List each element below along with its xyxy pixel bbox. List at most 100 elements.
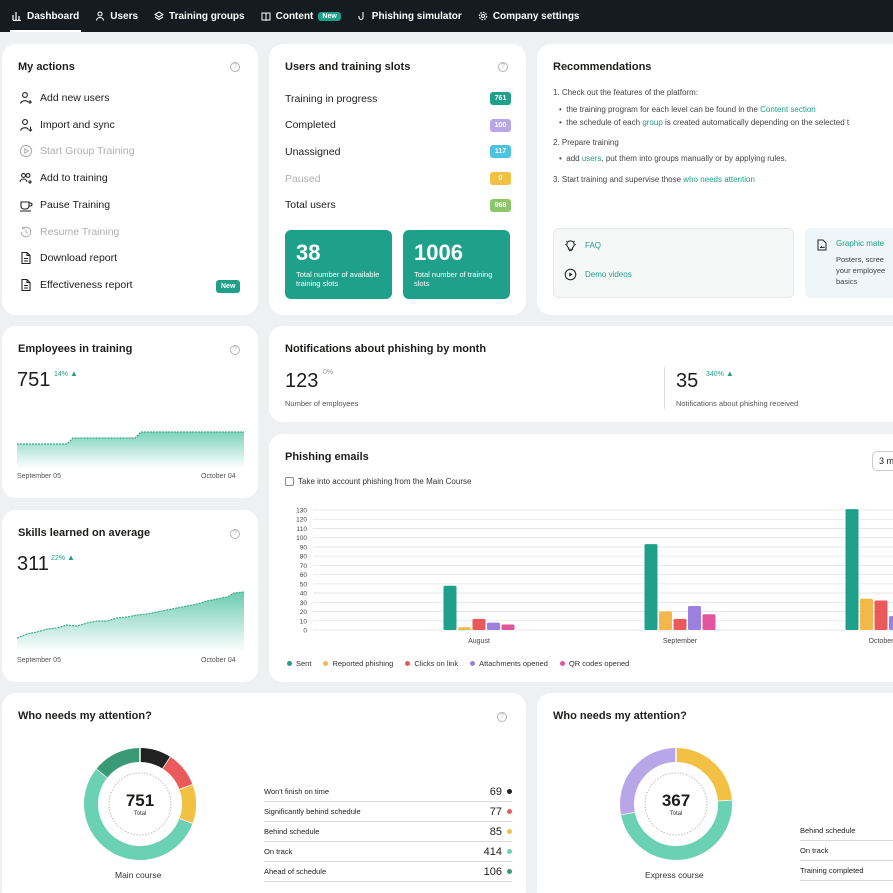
bar-clicks-on-link-september[interactable] — [673, 618, 687, 630]
demo-videos-link[interactable]: Demo videos — [564, 268, 632, 281]
bar-clicks-on-link-august[interactable] — [472, 618, 486, 630]
slots-title: Users and training slots — [285, 61, 411, 73]
main-course-segment[interactable] — [179, 784, 196, 824]
main-course-segment[interactable] — [162, 757, 193, 790]
nav-item-dashboard[interactable]: Dashboard — [4, 0, 87, 32]
bar-sent-october[interactable] — [845, 509, 859, 630]
add-user-icon — [19, 91, 33, 105]
employees-sparkline — [17, 431, 244, 468]
graphic-materials-panel[interactable]: Graphic mate Posters, scree your employe… — [805, 228, 893, 298]
action-add-to-training[interactable]: Add to training — [19, 171, 108, 185]
segment-separator — [162, 756, 172, 770]
graphic-materials-title: Graphic mate — [836, 239, 885, 248]
express-course-segment[interactable] — [620, 748, 677, 815]
rec-step-3: 3. Start training and supervise those wh… — [553, 175, 755, 184]
segment-separator — [179, 784, 193, 791]
bar-sent-august[interactable] — [443, 585, 457, 630]
main-course-total-label: Total — [133, 811, 147, 817]
users-link[interactable]: users — [581, 154, 602, 163]
period-select[interactable]: 3 m — [872, 451, 893, 471]
attention-row[interactable]: Won't finish on time 69 — [264, 782, 512, 802]
attention-row-label: On track — [800, 846, 829, 855]
action-add-new-users[interactable]: Add new users — [19, 91, 109, 105]
bar-reported-phishing-august[interactable] — [458, 627, 471, 630]
who-needs-attention-link[interactable]: who needs attention — [683, 175, 755, 184]
express-course-segment[interactable] — [620, 800, 732, 860]
attention-row-label: On track — [264, 847, 293, 856]
attention-row[interactable]: Behind schedule — [800, 821, 893, 841]
content-section-link[interactable]: Content section — [760, 105, 816, 114]
main-course-segment[interactable] — [96, 748, 141, 778]
help-icon[interactable]: ? — [230, 345, 240, 355]
slot-label: Training in progress — [285, 92, 378, 105]
play-circle-icon — [564, 268, 577, 281]
slot-row-unassigned: Unassigned 117 — [285, 145, 511, 159]
play-icon — [19, 144, 33, 158]
y-tick-label: 100 — [296, 535, 307, 542]
action-label: Import and sync — [40, 118, 115, 131]
main-course-checkbox[interactable] — [285, 477, 294, 486]
attention-row[interactable]: Behind schedule 85 — [264, 822, 512, 842]
nav-item-company-settings[interactable]: Company settings — [470, 0, 588, 32]
bar-qr-codes-opened-august[interactable] — [501, 624, 515, 630]
nav-item-content[interactable]: Content New — [253, 0, 349, 32]
attention-row[interactable]: Ahead of schedule 106 — [264, 862, 512, 882]
bar-attachments-opened-august[interactable] — [487, 622, 500, 630]
legend-item[interactable]: Sent — [287, 659, 311, 668]
legend-dot — [405, 661, 411, 666]
bar-sent-september[interactable] — [644, 544, 658, 630]
action-effectiveness-report[interactable]: Effectiveness report — [19, 278, 133, 292]
slot-label: Unassigned — [285, 145, 341, 158]
y-tick-label: 130 — [296, 508, 307, 515]
main-course-segment[interactable] — [139, 748, 171, 770]
action-pause-training[interactable]: Pause Training — [19, 198, 110, 212]
attention-row[interactable]: On track — [800, 841, 893, 861]
bar-reported-phishing-october[interactable] — [860, 598, 873, 630]
legend-label: QR codes opened — [568, 659, 630, 668]
nav-item-training-groups[interactable]: Training groups — [146, 0, 253, 32]
action-label: Add to training — [40, 172, 108, 185]
faq-label: FAQ — [585, 241, 602, 250]
legend-item[interactable]: Reported phishing — [323, 659, 393, 668]
nav-item-phishing-simulator[interactable]: Phishing simulator — [349, 0, 470, 32]
action-download-report[interactable]: Download report — [19, 251, 117, 265]
legend-item[interactable]: Clicks on link — [405, 659, 458, 668]
notifications-card: Notifications about phishing by month 12… — [269, 326, 893, 422]
help-icon[interactable]: ? — [230, 529, 240, 539]
bar-attachments-opened-september[interactable] — [688, 606, 701, 630]
skills-title: Skills learned on average — [18, 527, 151, 539]
attention-row[interactable]: On track 414 — [264, 842, 512, 862]
attention-row-value: 85 — [489, 825, 502, 838]
available-slots-tile: 38 Total number of available training sl… — [285, 230, 392, 299]
attention-row[interactable]: Significantly behind schedule 77 — [264, 802, 512, 822]
main-course-segment[interactable] — [84, 768, 193, 860]
bar-clicks-on-link-october[interactable] — [874, 600, 888, 630]
express-course-segment[interactable] — [675, 748, 732, 802]
attention-row-label: Behind schedule — [264, 827, 320, 836]
help-icon[interactable]: ? — [230, 62, 240, 72]
legend-item[interactable]: Attachments opened — [470, 659, 548, 668]
help-icon[interactable]: ? — [497, 712, 507, 722]
group-link[interactable]: group — [642, 118, 663, 127]
legend-item[interactable]: QR codes opened — [559, 659, 630, 668]
faq-link[interactable]: FAQ — [564, 239, 601, 252]
attention-row-value-wrap: 85 — [490, 826, 512, 838]
slot-count-badge: 0 — [490, 172, 511, 186]
notif-received-label: Notifications about phishing received — [676, 399, 799, 408]
bar-qr-codes-opened-september[interactable] — [702, 614, 716, 630]
rec-step-1: 1. Check out the features of the platfor… — [553, 88, 698, 97]
y-tick-label: 120 — [296, 517, 307, 524]
legend-label: Reported phishing — [332, 659, 394, 668]
attention-express-title: Who needs my attention? — [553, 710, 687, 722]
main-course-checkbox-label: Take into account phishing from the Main… — [298, 477, 472, 486]
main-course-donut — [84, 748, 196, 860]
help-icon[interactable]: ? — [498, 62, 508, 72]
bar-reported-phishing-september[interactable] — [659, 611, 672, 630]
bar-attachments-opened-october[interactable] — [889, 616, 893, 630]
action-import-and-sync[interactable]: Import and sync — [19, 118, 115, 132]
attention-row[interactable]: Training completed — [800, 861, 893, 881]
skills-value: 311 — [17, 553, 49, 575]
nav-item-users[interactable]: Users — [87, 0, 146, 32]
rec-bullet-2-tail: is created automatically depending on th… — [662, 118, 850, 127]
skills-x-start: September 05 — [17, 657, 61, 664]
